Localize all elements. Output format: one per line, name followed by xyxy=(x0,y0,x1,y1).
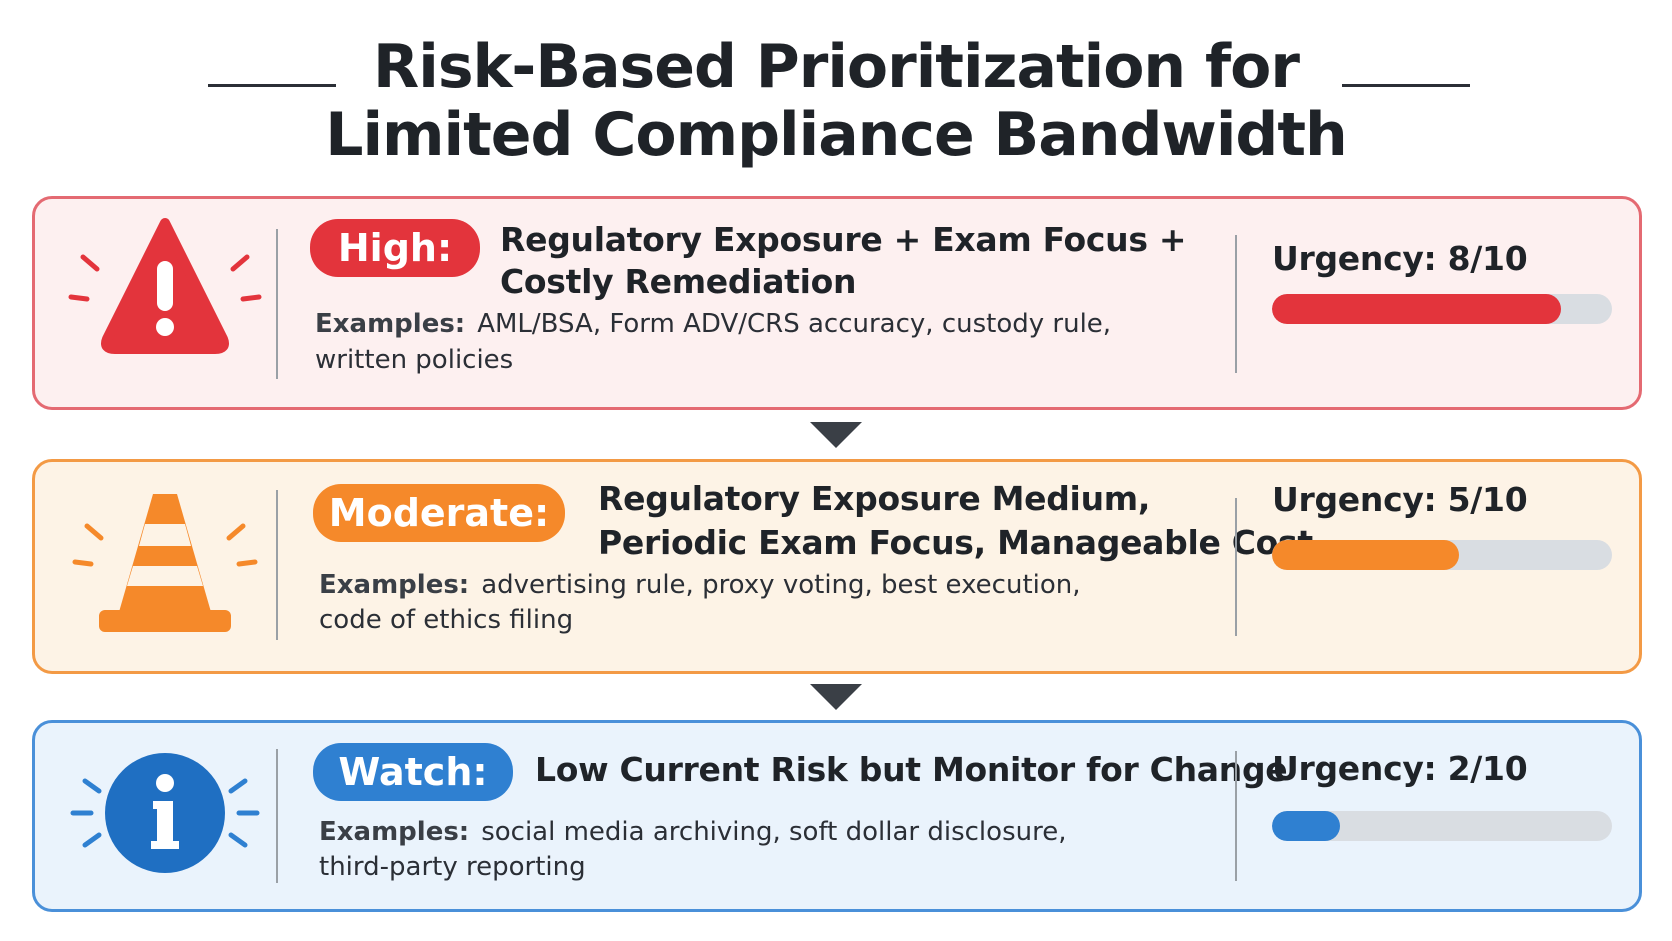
title-block: Risk-Based Prioritization for Limited Co… xyxy=(0,28,1672,170)
tier-examples-line-2: written policies xyxy=(315,345,514,375)
urgency-label: Urgency: 2/10 xyxy=(1272,749,1528,788)
traffic-cone-icon xyxy=(65,462,265,671)
tier-examples-line-1: Examples: social media archiving, soft do… xyxy=(319,815,1066,850)
examples-text: social media archiving, soft dollar disc… xyxy=(481,817,1067,847)
tier-examples-line-2: third-party reporting xyxy=(319,852,586,882)
tier-card-moderate: Moderate: Regulatory Exposure Medium, Pe… xyxy=(32,459,1642,674)
urgency-bar-fill xyxy=(1272,294,1561,324)
down-arrow-icon xyxy=(810,684,862,710)
examples-label: Examples: xyxy=(319,570,470,600)
tier-heading-line-2: Costly Remediation xyxy=(500,262,857,301)
warning-triangle-icon xyxy=(65,199,265,407)
tier-heading-line-1: Regulatory Exposure + Exam Focus + xyxy=(500,220,1187,259)
divider-left xyxy=(276,490,278,640)
tier-examples-line-2: code of ethics filing xyxy=(319,605,574,635)
tier-label-pill: High: xyxy=(310,219,480,277)
examples-text: AML/BSA, Form ADV/CRS accuracy, custody … xyxy=(477,309,1112,339)
urgency-label: Urgency: 5/10 xyxy=(1272,480,1528,519)
tier-label-pill: Watch: xyxy=(313,743,513,801)
divider-right xyxy=(1235,498,1237,636)
tier-examples-line-1: Examples: advertising rule, proxy voting,… xyxy=(319,568,1081,603)
urgency-bar-track xyxy=(1272,540,1612,570)
tier-card-watch: Watch: Low Current Risk but Monitor for … xyxy=(32,720,1642,912)
tier-examples-line-1: Examples: AML/BSA, Form ADV/CRS accuracy,… xyxy=(315,307,1111,342)
title-rule-right xyxy=(1342,84,1470,87)
tier-heading-line-1: Low Current Risk but Monitor for Change xyxy=(535,750,1288,789)
down-arrow-icon xyxy=(810,422,862,448)
page-title-line-1: Risk-Based Prioritization for xyxy=(373,32,1300,102)
divider-right xyxy=(1235,235,1237,373)
examples-label: Examples: xyxy=(319,817,470,847)
tier-heading-line-2: Periodic Exam Focus, Manageable Cost xyxy=(598,523,1313,562)
urgency-label: Urgency: 8/10 xyxy=(1272,239,1528,278)
examples-label: Examples: xyxy=(315,309,466,339)
title-rule-left xyxy=(208,84,336,87)
page-title-line-2: Limited Compliance Bandwidth xyxy=(325,100,1348,170)
urgency-bar-track xyxy=(1272,811,1612,841)
tier-label-pill: Moderate: xyxy=(313,484,565,542)
tier-heading-line-1: Regulatory Exposure Medium, xyxy=(598,479,1151,518)
examples-text: advertising rule, proxy voting, best exe… xyxy=(481,570,1081,600)
tier-card-high: High: Regulatory Exposure + Exam Focus +… xyxy=(32,196,1642,410)
urgency-bar-fill xyxy=(1272,811,1340,841)
urgency-bar-fill xyxy=(1272,540,1459,570)
divider-right xyxy=(1235,751,1237,881)
urgency-bar-track xyxy=(1272,294,1612,324)
info-circle-icon xyxy=(65,723,265,909)
divider-left xyxy=(276,749,278,883)
divider-left xyxy=(276,229,278,379)
